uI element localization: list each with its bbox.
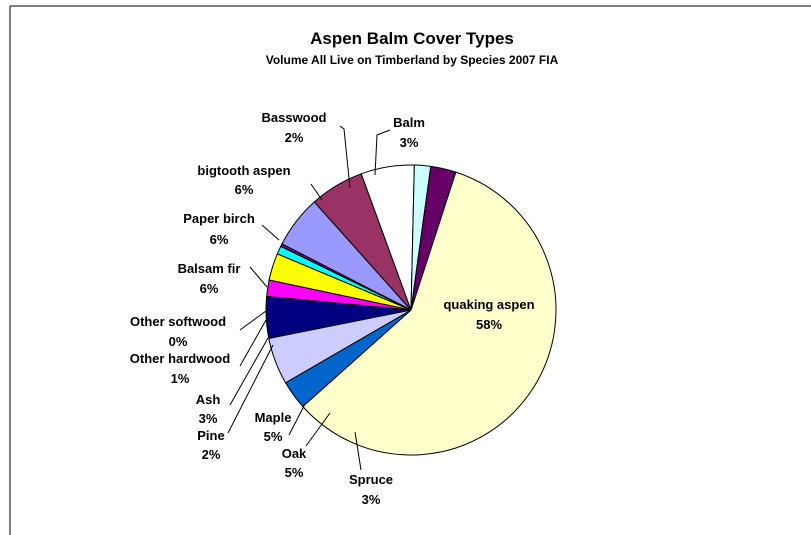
leader-line-ash — [229, 337, 269, 406]
pie-slice-balm — [410, 165, 457, 311]
slice-percent-quaking-aspen: 58% — [476, 317, 502, 332]
leader-line-other-hardwood — [239, 319, 267, 367]
leader-lines — [227, 125, 391, 471]
chart-subtitle: Volume All Live on Timberland by Species… — [266, 53, 559, 67]
slice-percent-pine: 2% — [202, 447, 221, 462]
slice-percent-maple: 5% — [264, 429, 283, 444]
slice-percent-spruce: 3% — [362, 492, 381, 507]
leader-line-oak — [305, 412, 331, 447]
leader-line-balm — [374, 129, 391, 176]
slice-label-other-softwood: Other softwood — [130, 314, 226, 329]
leader-line-spruce — [354, 431, 362, 471]
slice-percent-balm: 3% — [400, 135, 419, 150]
pie-slice-quaking-aspen — [302, 171, 557, 456]
leader-line-basswood — [339, 125, 351, 189]
slice-percent-bigtooth-aspen: 6% — [235, 182, 254, 197]
slice-label-balm: Balm — [393, 115, 425, 130]
slice-percent-basswood: 2% — [285, 130, 304, 145]
slice-label-bigtooth-aspen: bigtooth aspen — [197, 163, 290, 178]
slice-percent-oak: 5% — [285, 465, 304, 480]
chart-title: Aspen Balm Cover Types — [310, 29, 514, 48]
slice-label-oak: Oak — [282, 446, 307, 461]
slice-label-ash: Ash — [196, 392, 221, 407]
slice-percent-balsam-fir: 6% — [200, 281, 219, 296]
leader-line-other-softwood — [239, 310, 267, 331]
slice-percent-other-softwood: 0% — [169, 334, 188, 349]
slice-label-basswood: Basswood — [261, 110, 326, 125]
pie-chart — [265, 164, 557, 456]
leader-line-bigtooth-aspen — [310, 183, 323, 201]
leader-line-pine — [227, 344, 274, 434]
slice-label-other-hardwood: Other hardwood — [130, 351, 230, 366]
leader-line-maple — [288, 403, 306, 436]
slice-label-quaking-aspen: quaking aspen — [443, 297, 534, 312]
slice-label-paper-birch: Paper birch — [183, 211, 255, 226]
leader-line-paper-birch — [261, 224, 280, 241]
slice-percent-other-hardwood: 1% — [171, 371, 190, 386]
slice-label-balsam-fir: Balsam fir — [178, 261, 241, 276]
slice-label-pine: Pine — [197, 428, 224, 443]
slice-labels: quaking aspen 58% Spruce 3% Oak 5% Maple 5% Pine… — [130, 110, 535, 507]
slice-percent-ash: 3% — [199, 411, 218, 426]
slice-label-maple: Maple — [255, 410, 292, 425]
slice-label-spruce: Spruce — [349, 472, 393, 487]
slice-percent-paper-birch: 6% — [210, 232, 229, 247]
leader-line-balsam-fir — [249, 266, 268, 288]
